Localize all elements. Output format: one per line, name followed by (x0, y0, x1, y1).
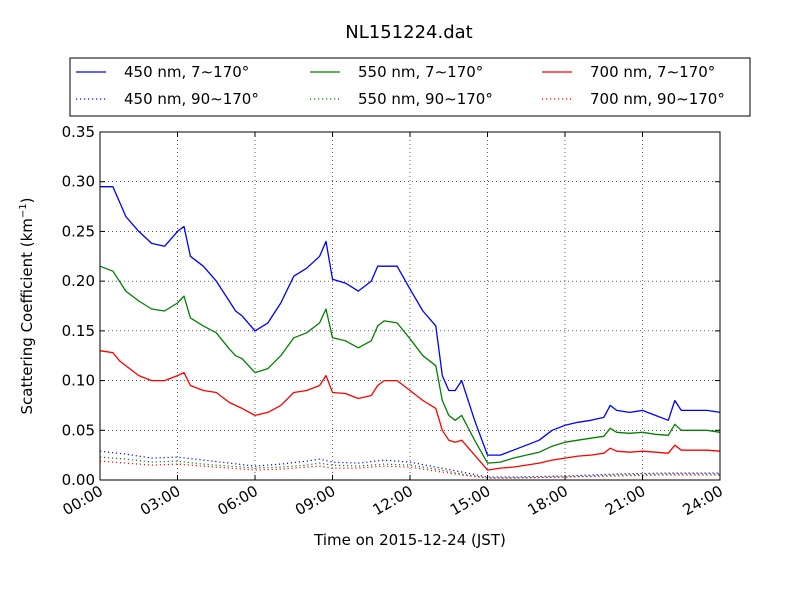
legend-label-3: 700 nm, 7∼170° (590, 63, 715, 81)
series-line-1 (100, 186, 721, 456)
x-tick-label: 12:00 (370, 482, 416, 519)
y-tick-labels: 0.00 0.05 0.10 0.15 0.20 0.25 0.30 0.35 (62, 123, 95, 489)
y-tick-label: 0.30 (62, 173, 95, 191)
x-tick-label: 03:00 (137, 482, 183, 519)
x-tick-labels: 00:00 03:00 06:00 09:00 12:00 15:00 18:00 21:00… (60, 482, 726, 519)
legend: 450 nm, 7∼170° 550 nm, 7∼170° 700 nm, 7∼17… (76, 63, 725, 108)
x-tick-label: 21:00 (602, 482, 648, 519)
x-tick-label: 18:00 (525, 482, 571, 519)
axis-ticks (99, 131, 721, 481)
y-axis-label-main: Scattering Coefficient (km (18, 218, 36, 414)
legend-label-6: 700 nm, 90∼170° (590, 90, 725, 108)
y-axis-label-end: ) (18, 197, 36, 203)
y-tick-label: 0.15 (62, 322, 95, 340)
y-tick-label: 0.35 (62, 123, 95, 141)
y-tick-label: 0.05 (62, 421, 95, 439)
series-line-3 (99, 350, 721, 471)
y-tick-label: 0.25 (62, 222, 95, 240)
y-axis-label-sup: −1 (18, 203, 29, 218)
legend-label-5: 550 nm, 90∼170° (358, 90, 493, 108)
x-axis-label: Time on 2015-12-24 (JST) (313, 531, 506, 549)
y-tick-label: 0.00 (62, 471, 95, 489)
y-tick-label: 0.20 (62, 272, 95, 290)
y-axis-label: Scattering Coefficient (km−1) (18, 197, 36, 414)
chart-title: NL151224.dat (345, 22, 472, 43)
x-tick-label: 24:00 (680, 482, 726, 519)
x-tick-label: 15:00 (447, 482, 493, 519)
series-layer (99, 186, 721, 479)
legend-label-1: 450 nm, 7∼170° (124, 63, 249, 81)
x-tick-label: 06:00 (215, 482, 261, 519)
legend-label-2: 550 nm, 7∼170° (358, 63, 483, 81)
x-tick-label: 09:00 (292, 482, 338, 519)
legend-label-4: 450 nm, 90∼170° (124, 90, 259, 108)
series-line-6 (99, 460, 720, 479)
grid-lines (99, 131, 721, 481)
legend-box (69, 57, 751, 117)
series-line-2 (99, 265, 721, 464)
y-tick-label: 0.10 (62, 372, 95, 390)
